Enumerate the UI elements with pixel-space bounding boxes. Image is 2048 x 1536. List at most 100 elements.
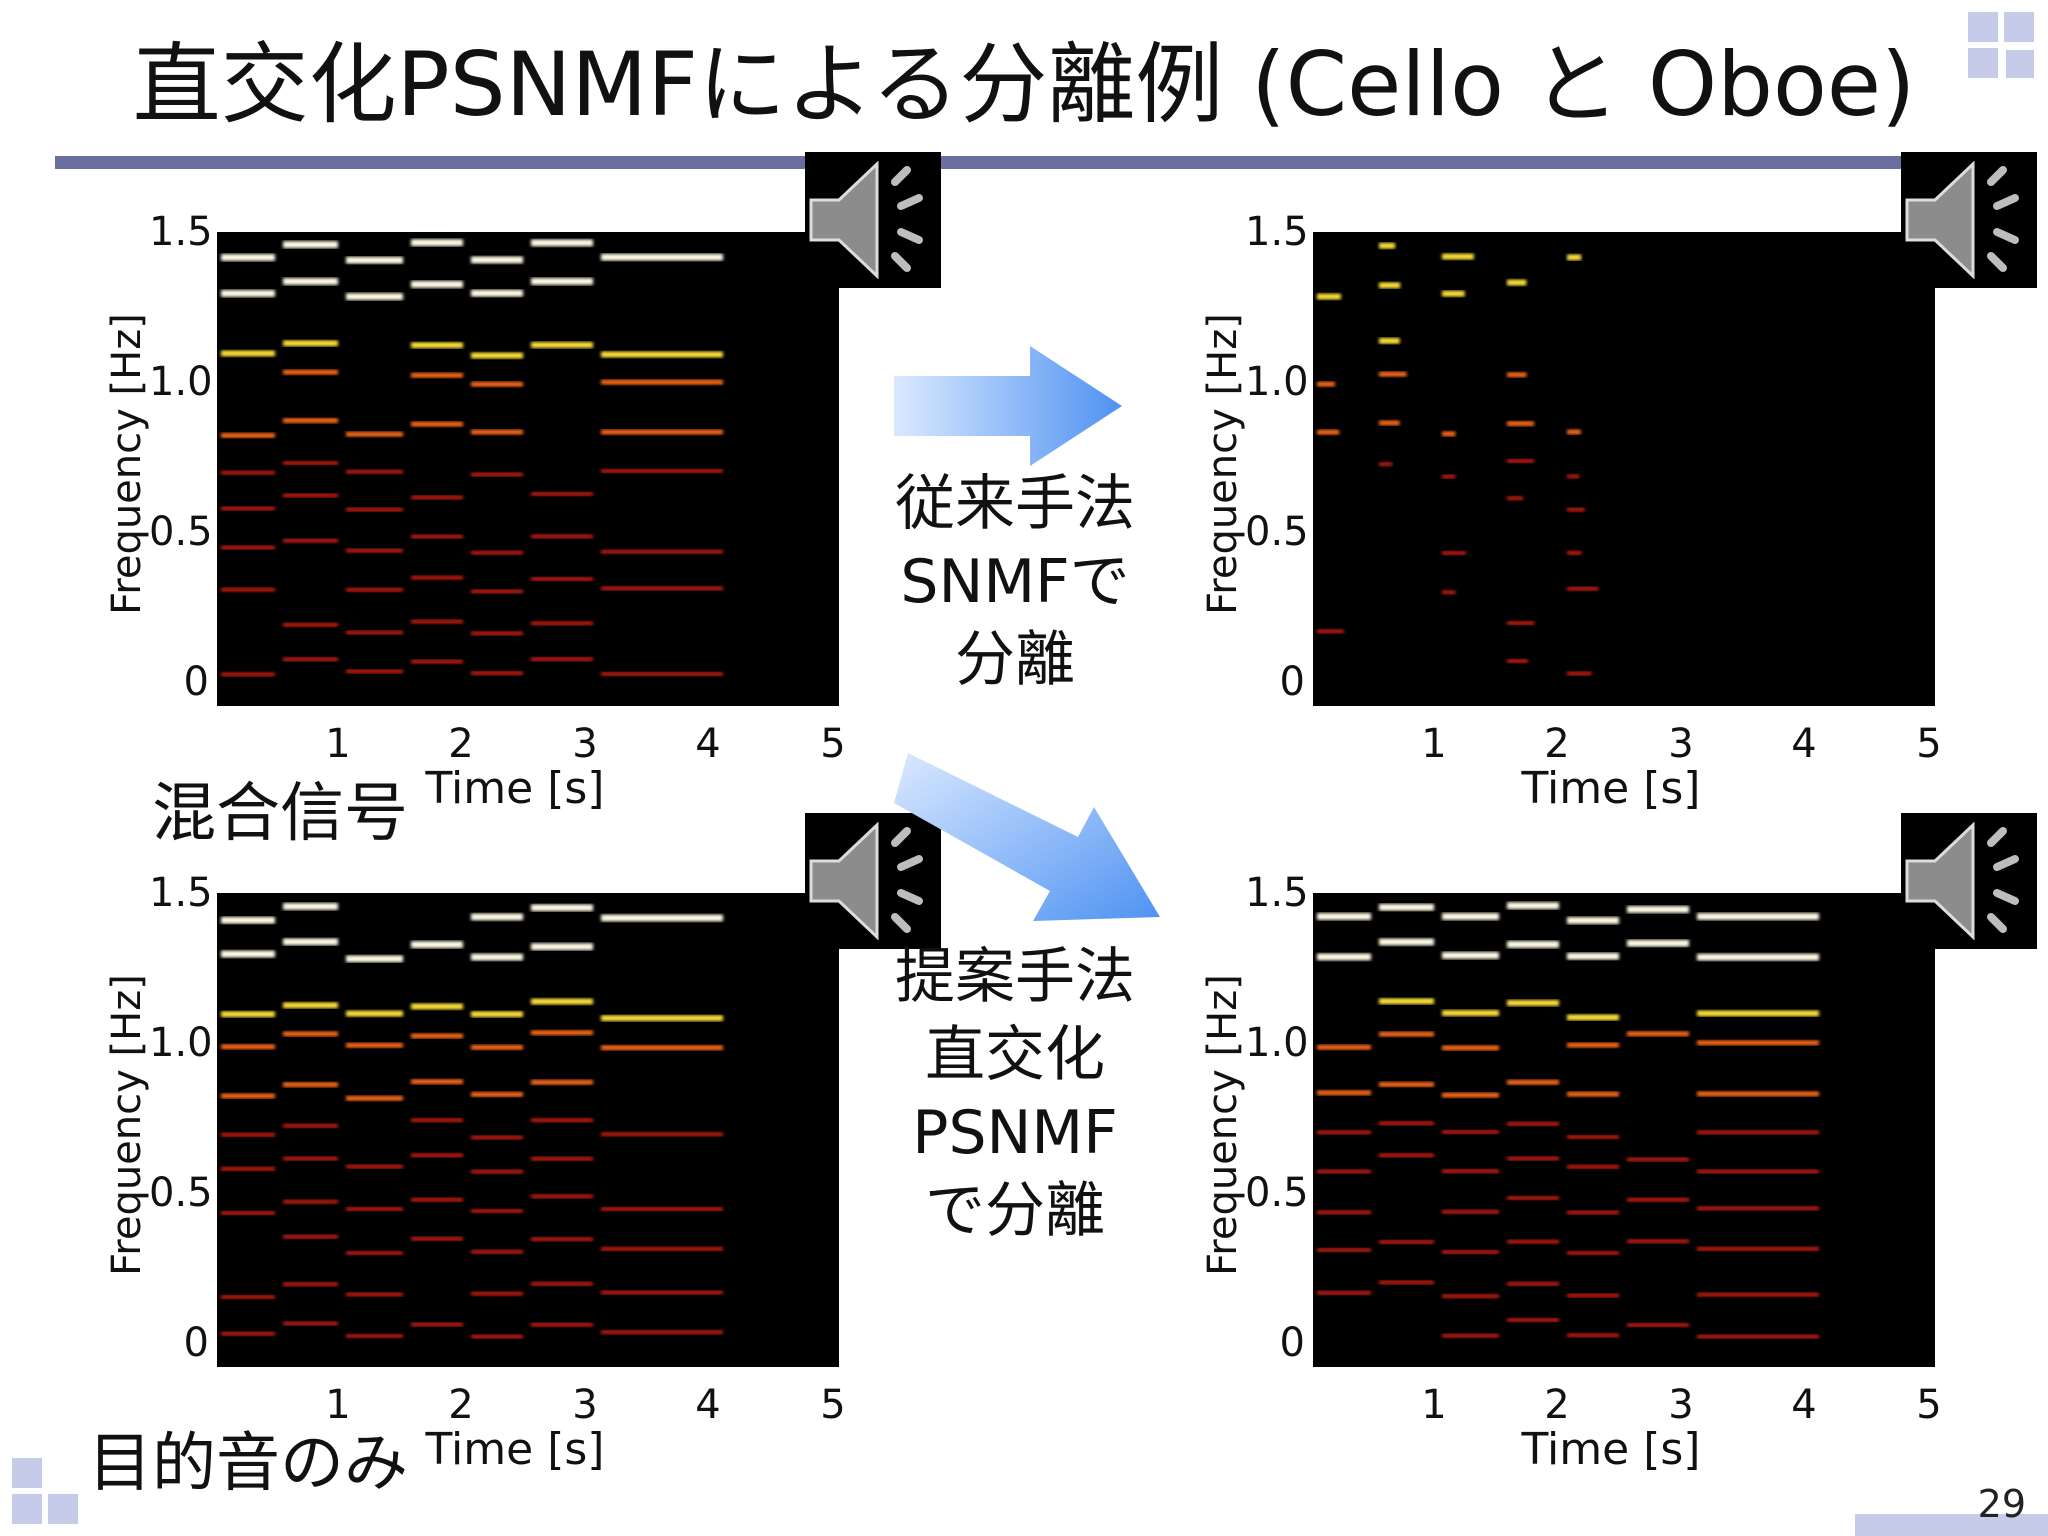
spectral-streak	[411, 1003, 463, 1010]
page-number: 29	[1977, 1482, 2026, 1526]
spectral-streak	[471, 429, 523, 435]
spectral-streak	[346, 256, 403, 264]
x-axis-label: Time [s]	[425, 1424, 605, 1475]
spectrogram-plot	[217, 893, 839, 1367]
x-tick-label: 3	[572, 1382, 598, 1428]
spectral-streak	[1567, 1210, 1619, 1215]
spectral-streak	[1507, 902, 1559, 910]
spectral-streak	[346, 1333, 403, 1338]
spectral-streak	[531, 239, 593, 247]
spectral-streak	[1507, 659, 1529, 664]
spectral-streak	[531, 1118, 593, 1123]
corner-decoration-tr-4	[2006, 50, 2034, 78]
spectral-streak	[221, 1044, 275, 1050]
spectral-streak	[1442, 590, 1456, 595]
x-tick-label: 2	[1544, 1382, 1570, 1428]
spectral-streak	[471, 1135, 523, 1140]
spectral-streak	[1627, 1031, 1689, 1037]
spectral-streak	[471, 381, 523, 387]
spectrogram-plot	[1313, 893, 1935, 1367]
y-axis-label: Frequency [Hz]	[104, 313, 150, 615]
spectral-streak	[471, 1291, 523, 1296]
spectral-streak	[601, 379, 723, 385]
spectral-streak	[346, 293, 403, 301]
spectral-streak	[283, 1123, 338, 1128]
spectral-streak	[1442, 1209, 1499, 1214]
spectral-streak	[1697, 912, 1819, 920]
spectral-streak	[346, 955, 403, 963]
y-tick-label: 0	[183, 659, 209, 705]
y-tick-label: 1.0	[1245, 359, 1309, 405]
spectral-streak	[1317, 1044, 1371, 1050]
spectral-streak	[601, 429, 723, 435]
spectral-streak	[411, 1322, 463, 1327]
spectral-streak	[346, 507, 403, 512]
spectral-streak	[471, 1169, 523, 1174]
spectral-streak	[601, 1132, 723, 1137]
spectral-streak	[1379, 371, 1407, 377]
spectral-streak	[471, 1011, 523, 1018]
spectral-streak	[1627, 1157, 1689, 1162]
y-tick-label: 0	[1279, 1320, 1305, 1366]
speaker-icon[interactable]	[805, 152, 941, 288]
speaker-icon[interactable]	[805, 813, 941, 949]
spectral-streak	[1317, 629, 1344, 634]
spectral-streak	[471, 289, 523, 297]
spectral-streak	[411, 941, 463, 949]
spectral-streak	[283, 538, 338, 543]
spectral-streak	[1442, 1092, 1499, 1098]
spectral-streak	[346, 1010, 403, 1017]
spectral-streak	[283, 1199, 338, 1204]
spectral-streak	[1697, 1334, 1819, 1339]
spectral-streak	[471, 550, 523, 555]
spectral-streak	[1442, 1010, 1499, 1017]
spectral-streak	[1317, 1210, 1371, 1215]
y-tick-label: 0.5	[1245, 509, 1309, 555]
spectral-streak	[221, 672, 275, 677]
method-proposed: 提案手法 直交化 PSNMF で分離	[865, 938, 1165, 1250]
panel-proposed: 1.5 1.0 0.5 0 1 2 3 4 5 Frequency [Hz] Time [s]	[1161, 813, 2037, 1513]
spectral-streak	[1442, 1130, 1499, 1135]
spectral-streak	[1317, 912, 1371, 920]
method-proposed-line-2: 直交化	[925, 1020, 1105, 1090]
arrow-right-icon	[894, 346, 1122, 466]
spectral-streak	[471, 1249, 523, 1254]
spectral-streak	[601, 469, 723, 474]
spectral-streak	[531, 1237, 593, 1242]
spectral-streak	[411, 495, 463, 500]
spectral-streak	[283, 1234, 338, 1239]
spectral-streak	[1567, 1293, 1619, 1298]
spectral-streak	[1379, 282, 1401, 289]
spectral-streak	[283, 1031, 338, 1037]
speaker-icon[interactable]	[1901, 813, 2037, 949]
spectrogram-image	[221, 239, 723, 677]
spectral-streak	[531, 621, 593, 626]
spectral-streak	[221, 350, 275, 357]
spectral-streak	[346, 548, 403, 553]
spectral-streak	[531, 534, 593, 539]
spectral-streak	[1442, 550, 1466, 555]
spectral-streak	[283, 1321, 338, 1326]
spectral-streak	[411, 421, 463, 427]
spectral-streak	[1697, 1040, 1819, 1046]
spectral-streak	[531, 576, 593, 581]
spectral-streak	[1567, 1091, 1619, 1097]
slide-title: 直交化PSNMFによる分離例 (Cello と Oboe)	[132, 33, 1916, 136]
spectral-streak	[1317, 1248, 1371, 1253]
corner-decoration-tr-2	[2004, 12, 2034, 42]
x-tick-label: 3	[1668, 1382, 1694, 1428]
spectral-streak	[1317, 381, 1335, 387]
method-proposed-line-4: で分離	[925, 1176, 1105, 1246]
spectral-streak	[1507, 496, 1524, 501]
method-conventional-line-1: 従来手法	[895, 469, 1135, 539]
spectral-streak	[221, 1295, 275, 1300]
method-conventional-line-3: 分離	[955, 625, 1075, 695]
speaker-icon[interactable]	[1901, 152, 2037, 288]
x-tick-label: 1	[325, 1382, 351, 1428]
corner-decoration-tr-3	[1968, 48, 1998, 78]
spectral-streak	[346, 1251, 403, 1256]
spectral-streak	[1507, 1121, 1559, 1126]
spectral-streak	[1317, 1130, 1371, 1135]
spectral-streak	[346, 587, 403, 592]
x-axis-label: Time [s]	[425, 763, 605, 814]
